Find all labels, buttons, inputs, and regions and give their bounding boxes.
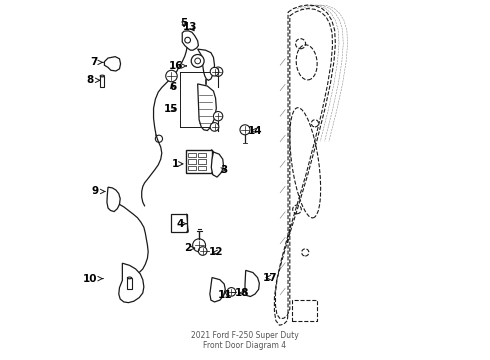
Circle shape [214,67,223,76]
Bar [198,159,206,164]
Circle shape [240,125,250,135]
Circle shape [166,70,177,82]
Text: 2: 2 [184,243,195,253]
Text: 3: 3 [220,165,227,175]
Circle shape [210,67,219,76]
Text: 1: 1 [172,159,183,169]
Ellipse shape [127,277,132,279]
Text: 18: 18 [235,288,249,298]
Text: 16: 16 [169,61,186,71]
Bar [198,166,206,170]
Circle shape [193,239,205,252]
Polygon shape [119,263,144,303]
Bar [188,153,196,157]
Circle shape [191,54,204,67]
Text: 11: 11 [218,291,233,301]
Circle shape [210,123,219,131]
Polygon shape [182,31,198,50]
Text: 6: 6 [169,82,176,93]
Circle shape [227,288,236,296]
Text: 17: 17 [263,273,277,283]
Bar [127,278,132,289]
Bar [186,149,212,173]
Polygon shape [245,270,259,297]
Bar [292,300,318,320]
Text: 8: 8 [86,75,100,85]
Circle shape [195,58,200,64]
Circle shape [185,37,191,43]
Text: 14: 14 [248,126,262,135]
Bar [188,166,196,170]
Bar [188,159,196,164]
Polygon shape [104,57,121,71]
Text: 12: 12 [209,247,223,257]
Polygon shape [107,187,120,212]
Text: 9: 9 [92,186,105,197]
Bar [198,153,206,157]
Circle shape [198,247,207,255]
Text: 7: 7 [90,57,103,67]
Text: 2021 Ford F-250 Super Duty
Front Door Diagram 4: 2021 Ford F-250 Super Duty Front Door Di… [191,331,299,350]
Polygon shape [210,278,225,302]
Text: 4: 4 [176,219,186,229]
Bar [100,76,104,87]
Text: 15: 15 [164,104,179,114]
Text: 10: 10 [83,274,103,284]
Polygon shape [197,84,216,131]
Polygon shape [197,49,215,80]
Circle shape [214,112,223,121]
Text: 13: 13 [183,22,198,32]
Polygon shape [211,152,223,177]
Bar [172,214,187,232]
Ellipse shape [100,75,104,77]
Text: 5: 5 [180,18,188,28]
